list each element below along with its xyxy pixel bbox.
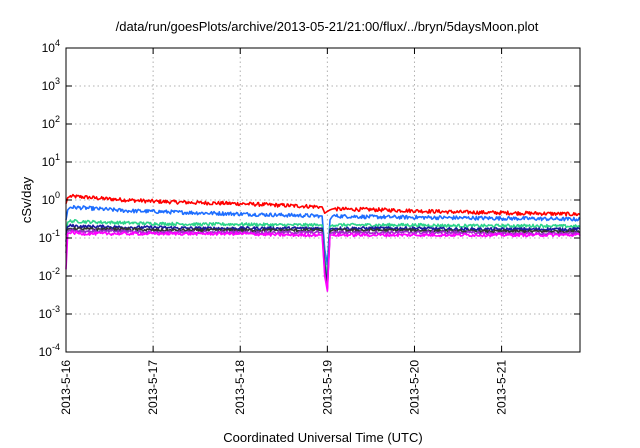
x-tick-label: 2013-5-18 [233,360,247,415]
series-layer [65,193,581,292]
y-tick-label: 10-1 [39,228,60,245]
series-line [65,193,581,217]
x-tick-label: 2013-5-16 [59,360,73,415]
x-tick-label: 2013-5-19 [320,360,334,415]
y-tick-label: 101 [42,152,60,169]
y-tick-label: 10-2 [39,266,60,283]
x-tick-label: 2013-5-20 [407,360,421,415]
y-tick-label: 10-4 [39,342,60,359]
y-tick-label: 10-3 [39,304,60,321]
y-tick-label: 104 [42,38,60,55]
y-tick-label: 100 [42,190,60,207]
x-tick-label: 2013-5-17 [146,360,160,415]
chart-title: /data/run/goesPlots/archive/2013-05-21/2… [116,19,539,34]
y-tick-label: 102 [42,114,60,131]
x-axis: 2013-5-16 2013-5-17 2013-5-18 2013-5-19 2013… [59,48,509,415]
y-axis: 10-4 10-3 10-2 10-1 100 101 102 103 104 [39,38,580,359]
y-axis-label: cSv/day [19,176,34,223]
x-tick-label: 2013-5-21 [495,360,509,415]
y-tick-label: 103 [42,76,60,93]
x-axis-label: Coordinated Universal Time (UTC) [223,430,422,445]
series-line [65,230,581,292]
